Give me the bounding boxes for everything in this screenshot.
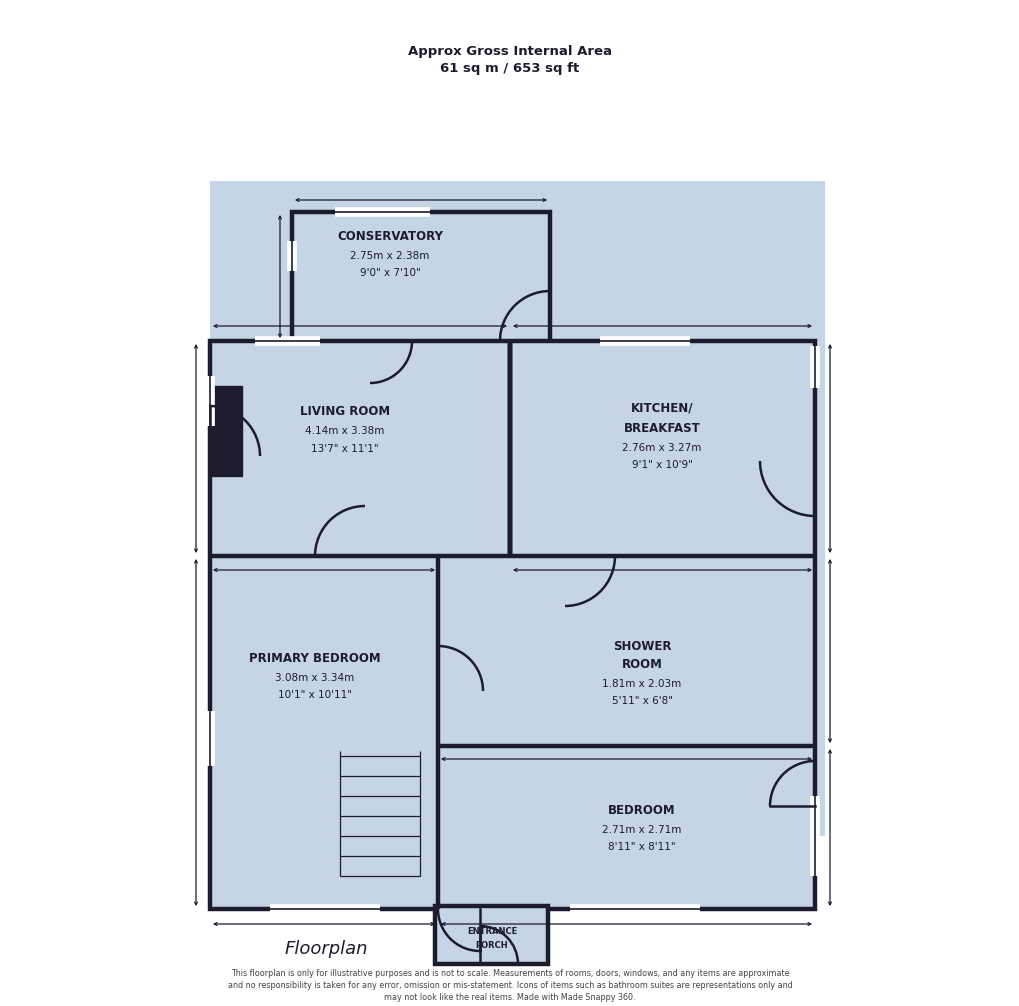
Text: 5'11" x 6'8": 5'11" x 6'8" [611, 696, 672, 706]
Text: This floorplan is only for illustrative purposes and is not to scale. Measuremen: This floorplan is only for illustrative … [230, 970, 789, 979]
Text: CONSERVATORY: CONSERVATORY [336, 229, 442, 242]
Text: 9'0" x 7'10": 9'0" x 7'10" [360, 268, 420, 278]
Text: 13'7" x 11'1": 13'7" x 11'1" [311, 444, 378, 454]
Text: 8'11" x 8'11": 8'11" x 8'11" [607, 842, 676, 852]
Text: BREAKFAST: BREAKFAST [623, 422, 700, 435]
Text: 9'1" x 10'9": 9'1" x 10'9" [631, 460, 692, 470]
Text: ROOM: ROOM [621, 659, 661, 671]
Text: PORCH: PORCH [475, 941, 507, 950]
Text: 2.71m x 2.71m: 2.71m x 2.71m [602, 825, 681, 835]
Text: and no responsibility is taken for any error, omission or mis-statement. Icons o: and no responsibility is taken for any e… [227, 982, 792, 991]
Text: LIVING ROOM: LIVING ROOM [300, 404, 389, 417]
Text: 1.81m x 2.03m: 1.81m x 2.03m [602, 679, 681, 689]
Bar [210, 181, 824, 836]
Text: may not look like the real items. Made with Made Snappy 360.: may not look like the real items. Made w… [384, 994, 635, 1003]
Bar [210, 386, 242, 476]
Bar [434, 906, 547, 964]
Text: 4.14m x 3.38m: 4.14m x 3.38m [305, 426, 384, 436]
Text: ENTRANCE: ENTRANCE [467, 927, 517, 936]
Text: 3.08m x 3.34m: 3.08m x 3.34m [275, 673, 355, 683]
Text: 10'1" x 10'11": 10'1" x 10'11" [278, 690, 352, 700]
Bar [291, 212, 549, 344]
Text: 2.76m x 3.27m: 2.76m x 3.27m [622, 443, 701, 453]
Text: 2.75m x 2.38m: 2.75m x 2.38m [350, 252, 429, 261]
Text: KITCHEN/: KITCHEN/ [630, 401, 693, 414]
Text: PRIMARY BEDROOM: PRIMARY BEDROOM [249, 652, 380, 665]
Text: Floorplan: Floorplan [284, 940, 368, 958]
Bar [210, 341, 814, 909]
Text: BEDROOM: BEDROOM [607, 805, 676, 818]
Text: Approx Gross Internal Area: Approx Gross Internal Area [408, 44, 611, 57]
Text: SHOWER: SHOWER [612, 640, 671, 653]
Text: 61 sq m / 653 sq ft: 61 sq m / 653 sq ft [440, 61, 579, 74]
